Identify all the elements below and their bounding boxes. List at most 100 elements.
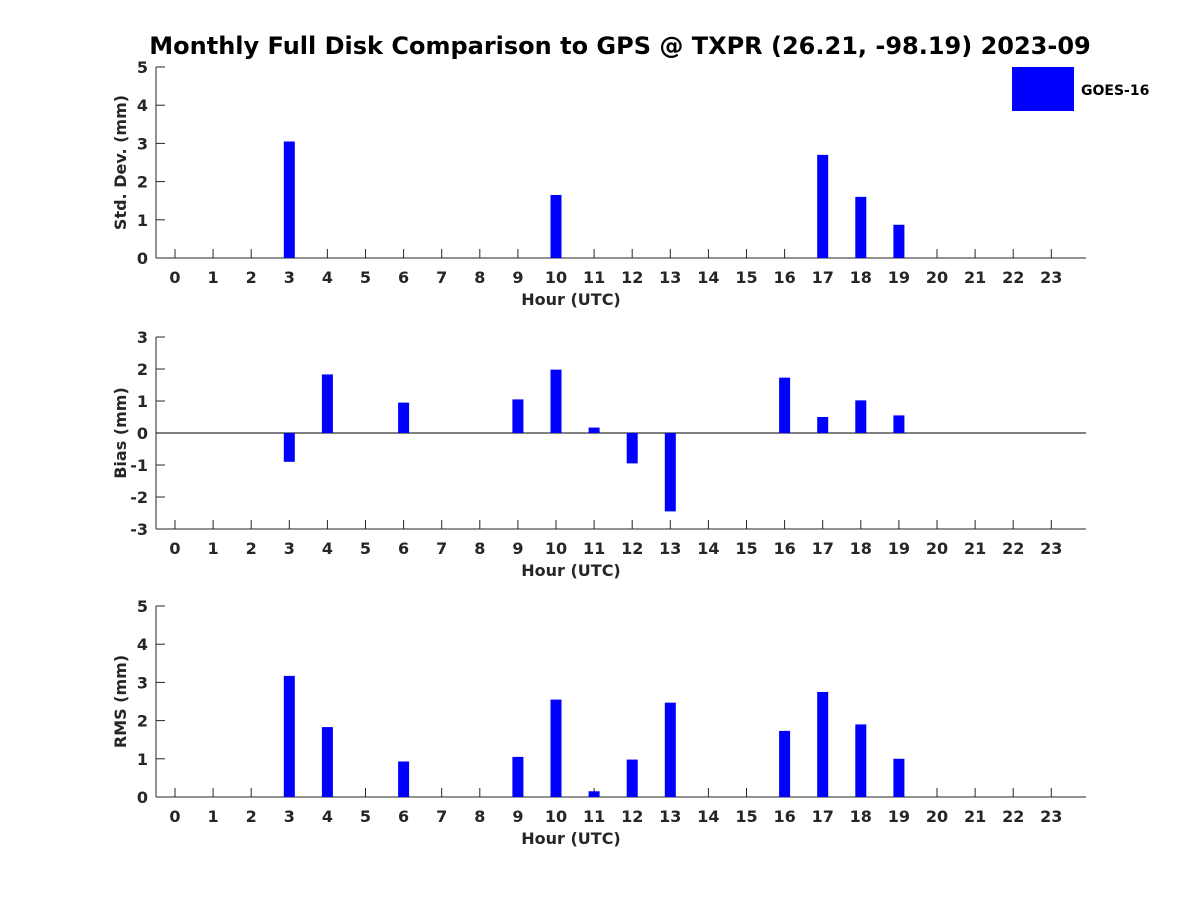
bias-bar-hour-19 <box>893 415 905 433</box>
bias-x-tick-label: 12 <box>621 539 643 558</box>
bias-x-tick-label: 9 <box>512 539 523 558</box>
rms-x-tick-label: 8 <box>474 807 485 826</box>
bias-x-tick-label: 8 <box>474 539 485 558</box>
rms-y-tick-label: 5 <box>137 597 148 616</box>
rms-y-tick-label: 3 <box>137 673 148 692</box>
legend-swatch-goes16 <box>1012 67 1074 111</box>
std-dev-bar-hour-3 <box>283 141 295 258</box>
std-dev-x-tick-label: 18 <box>850 268 872 287</box>
std-dev-x-tick-label: 22 <box>1002 268 1024 287</box>
bias-y-tick-label: -1 <box>130 456 148 475</box>
bias-x-tick-label: 20 <box>926 539 948 558</box>
std-dev-x-tick-label: 3 <box>284 268 295 287</box>
rms-x-tick-label: 4 <box>322 807 333 826</box>
std-dev-x-tick-label: 15 <box>735 268 757 287</box>
rms-x-tick-label: 10 <box>545 807 567 826</box>
rms-x-tick-label: 9 <box>512 807 523 826</box>
bias-y-tick-label: 2 <box>137 360 148 379</box>
std-dev-x-tick-label: 13 <box>659 268 681 287</box>
bias-x-tick-label: 13 <box>659 539 681 558</box>
bias-x-tick-label: 21 <box>964 539 986 558</box>
legend: GOES-16 <box>1012 67 1149 111</box>
bias-bar-hour-12 <box>626 433 638 464</box>
rms-bar-hour-12 <box>626 759 638 797</box>
rms-x-tick-label: 18 <box>850 807 872 826</box>
std-dev-x-tick-label: 23 <box>1040 268 1062 287</box>
std-dev-x-tick-label: 10 <box>545 268 567 287</box>
chart-title: Monthly Full Disk Comparison to GPS @ TX… <box>149 32 1090 60</box>
rms-bar-hour-17 <box>817 691 829 797</box>
rms-x-tick-label: 11 <box>583 807 605 826</box>
rms-x-tick-label: 3 <box>284 807 295 826</box>
legend-label-goes16: GOES-16 <box>1081 83 1149 99</box>
bias-x-tick-label: 4 <box>322 539 333 558</box>
rms-bar-hour-16 <box>779 730 791 797</box>
bias-x-tick-label: 7 <box>436 539 447 558</box>
bias-x-tick-label: 1 <box>208 539 219 558</box>
rms-bar-hour-13 <box>664 702 676 797</box>
bias-x-tick-label: 3 <box>284 539 295 558</box>
std-dev-x-tick-label: 7 <box>436 268 447 287</box>
std-dev-y-tick-label: 5 <box>137 58 148 77</box>
rms-y-tick-label: 1 <box>137 750 148 769</box>
bias-x-tick-label: 18 <box>850 539 872 558</box>
bias-y-tick-label: -2 <box>130 488 148 507</box>
std-dev-x-tick-label: 4 <box>322 268 333 287</box>
rms-x-tick-label: 23 <box>1040 807 1062 826</box>
bias-x-tick-label: 22 <box>1002 539 1024 558</box>
rms-x-tick-label: 22 <box>1002 807 1024 826</box>
rms-x-tick-label: 17 <box>812 807 834 826</box>
rms-x-tick-label: 5 <box>360 807 371 826</box>
rms-x-tick-label: 1 <box>208 807 219 826</box>
bias-y-tick-label: 1 <box>137 392 148 411</box>
rms-x-tick-label: 15 <box>735 807 757 826</box>
rms-x-tick-label: 14 <box>697 807 719 826</box>
bias-x-tick-label: 2 <box>246 539 257 558</box>
rms-x-tick-label: 16 <box>773 807 795 826</box>
std-dev-x-tick-label: 11 <box>583 268 605 287</box>
std-dev-x-tick-label: 8 <box>474 268 485 287</box>
bias-x-tick-label: 15 <box>735 539 757 558</box>
rms-x-tick-label: 0 <box>169 807 180 826</box>
rms-x-tick-label: 2 <box>246 807 257 826</box>
std-dev-y-tick-label: 4 <box>137 96 148 115</box>
std-dev-x-tick-label: 20 <box>926 268 948 287</box>
bias-bar-hour-10 <box>550 369 562 433</box>
rms-x-tick-label: 7 <box>436 807 447 826</box>
bias-x-tick-label: 23 <box>1040 539 1062 558</box>
std-dev-x-tick-label: 6 <box>398 268 409 287</box>
bias-x-tick-label: 0 <box>169 539 180 558</box>
bias-y-label: Bias (mm) <box>111 387 130 479</box>
bias-x-tick-label: 11 <box>583 539 605 558</box>
rms-x-tick-label: 19 <box>888 807 910 826</box>
bias-bar-hour-17 <box>817 417 829 433</box>
std-dev-y-tick-label: 2 <box>137 173 148 192</box>
std-dev-x-tick-label: 17 <box>812 268 834 287</box>
std-dev-x-tick-label: 9 <box>512 268 523 287</box>
std-dev-x-label: Hour (UTC) <box>521 290 621 309</box>
bias-x-tick-label: 19 <box>888 539 910 558</box>
rms-bar-hour-9 <box>512 756 524 797</box>
std-dev-x-tick-label: 14 <box>697 268 719 287</box>
std-dev-x-tick-label: 2 <box>246 268 257 287</box>
bias-bar-hour-11 <box>588 427 600 433</box>
bias-bar-hour-16 <box>779 377 791 433</box>
rms-bar-hour-4 <box>321 727 333 797</box>
rms-bar-hour-18 <box>855 724 867 797</box>
rms-x-tick-label: 13 <box>659 807 681 826</box>
rms-bar-hour-11 <box>588 791 600 797</box>
rms-x-tick-label: 12 <box>621 807 643 826</box>
bias-x-tick-label: 14 <box>697 539 719 558</box>
bias-x-tick-label: 16 <box>773 539 795 558</box>
std-dev-bar-hour-19 <box>893 224 905 258</box>
bias-bar-hour-9 <box>512 399 524 433</box>
std-dev-x-tick-label: 21 <box>964 268 986 287</box>
std-dev-y-label: Std. Dev. (mm) <box>111 95 130 230</box>
bias-x-tick-label: 17 <box>812 539 834 558</box>
std-dev-y-tick-label: 1 <box>137 211 148 230</box>
bias-x-tick-label: 10 <box>545 539 567 558</box>
